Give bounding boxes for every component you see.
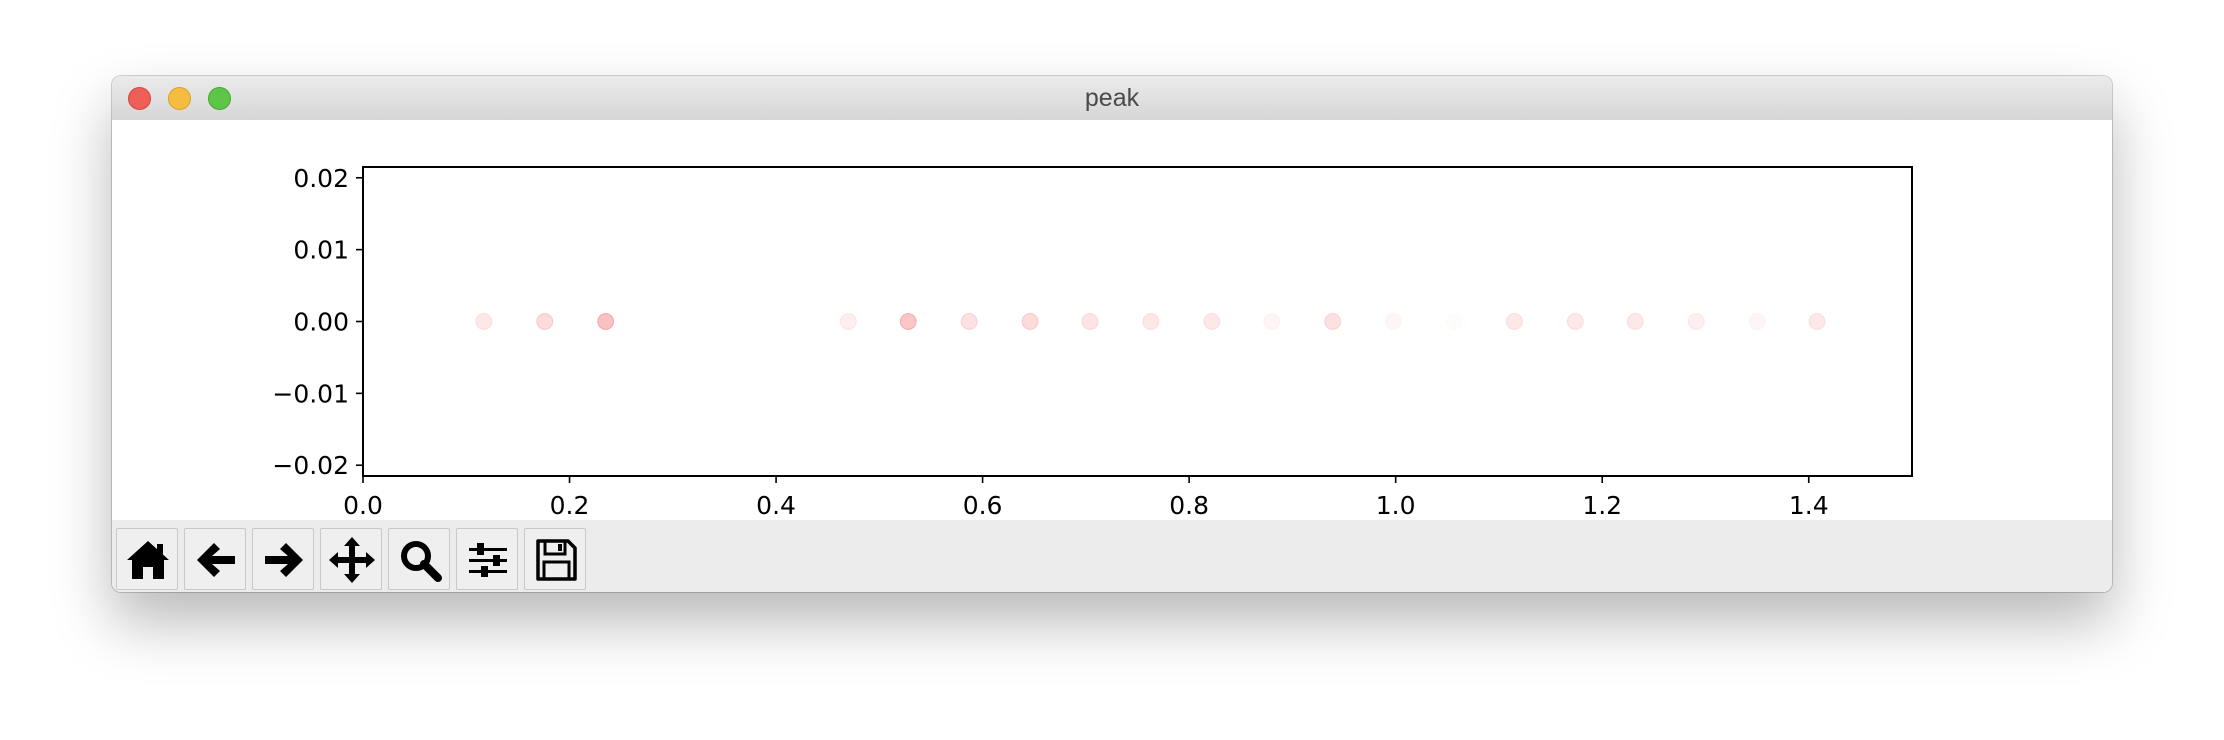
data-point: [475, 313, 493, 330]
data-point: [1021, 313, 1039, 330]
x-tick-label: 0.6: [963, 491, 1003, 520]
home-icon: [127, 541, 169, 579]
data-point: [536, 313, 554, 330]
configure-subplots-button[interactable]: [456, 528, 518, 590]
scatter-plot: 0.0 0.2 0.4 0.6 0.8 1.0 1.2 1.4 0.02 0.01 0.00 −0.0…: [272, 164, 1913, 520]
forward-button[interactable]: [252, 528, 314, 590]
zoom-button[interactable]: [388, 528, 450, 590]
data-point: [839, 313, 857, 330]
data-point: [1081, 313, 1099, 330]
move-icon: [329, 537, 375, 583]
data-point: [960, 313, 978, 330]
close-window-button[interactable]: [128, 87, 151, 110]
x-tick-label: 1.2: [1582, 491, 1622, 520]
save-button[interactable]: [524, 528, 586, 590]
zoom-window-button[interactable]: [208, 87, 231, 110]
sliders-icon: [469, 543, 507, 577]
app-window: peak 0.0 0.2 0.4 0.6 0.8 1.0 1.2 1.4 0.02 0.01 0.0…: [112, 76, 2112, 592]
y-tick-label: 0.01: [293, 236, 349, 265]
data-point: [1324, 313, 1342, 330]
navigation-toolbar: [112, 520, 2112, 592]
data-point: [1626, 313, 1644, 330]
window-title: peak: [1084, 84, 1140, 112]
y-tick-label: −0.01: [272, 379, 349, 408]
data-point: [1505, 313, 1523, 330]
y-tick-label: −0.02: [272, 451, 349, 480]
x-tick-label: 0.2: [550, 491, 590, 520]
arrow-right-icon: [265, 543, 303, 577]
y-tick-label: 0.02: [293, 164, 349, 193]
x-tick-label: 0.0: [343, 491, 383, 520]
x-tick-label: 1.4: [1789, 491, 1829, 520]
back-button[interactable]: [184, 528, 246, 590]
data-point: [1687, 313, 1705, 330]
data-point: [899, 313, 917, 330]
data-point: [1808, 313, 1826, 330]
pan-button[interactable]: [320, 528, 382, 590]
x-tick-label: 0.4: [756, 491, 796, 520]
axes-frame: [362, 166, 1913, 477]
home-button[interactable]: [116, 528, 178, 590]
save-icon: [536, 539, 577, 581]
data-point: [597, 313, 615, 330]
minimize-window-button[interactable]: [168, 87, 191, 110]
data-point: [1748, 313, 1766, 330]
y-tick-label: 0.00: [293, 308, 349, 337]
data-point: [1385, 313, 1403, 330]
title-bar[interactable]: peak: [112, 76, 2112, 121]
data-point: [1566, 313, 1584, 330]
data-point: [1447, 314, 1463, 330]
figure-canvas[interactable]: 0.0 0.2 0.4 0.6 0.8 1.0 1.2 1.4 0.02 0.01 0.00 −0.0…: [112, 120, 2112, 520]
search-icon: [401, 541, 442, 582]
data-point: [1142, 313, 1160, 330]
x-tick-label: 0.8: [1169, 491, 1209, 520]
data-point: [1203, 313, 1221, 330]
data-point: [1263, 313, 1281, 330]
arrow-left-icon: [197, 543, 235, 577]
x-tick-label: 1.0: [1376, 491, 1416, 520]
